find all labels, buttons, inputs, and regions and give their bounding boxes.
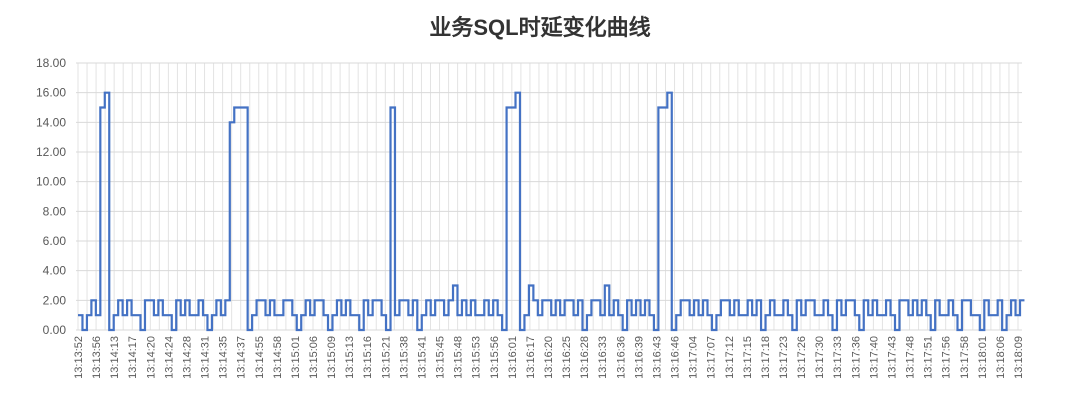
y-tick-label: 4.00 bbox=[43, 264, 67, 278]
x-tick-label: 13:16:46 bbox=[670, 336, 682, 379]
x-tick-label: 13:17:40 bbox=[868, 336, 880, 379]
y-tick-label: 8.00 bbox=[43, 204, 67, 218]
x-tick-label: 13:16:01 bbox=[507, 336, 519, 379]
x-tick-label: 13:17:58 bbox=[959, 336, 971, 379]
x-tick-label: 13:14:20 bbox=[145, 336, 157, 379]
x-tick-label: 13:18:06 bbox=[995, 336, 1007, 379]
x-tick-label: 13:17:12 bbox=[724, 336, 736, 379]
x-tick-label: 13:16:39 bbox=[633, 336, 645, 379]
x-tick-label: 13:15:13 bbox=[344, 336, 356, 379]
x-tick-label: 13:17:18 bbox=[760, 336, 772, 379]
x-tick-label: 13:15:06 bbox=[308, 336, 320, 379]
x-tick-label: 13:14:17 bbox=[127, 336, 139, 379]
x-tick-label: 13:17:36 bbox=[850, 336, 862, 379]
x-tick-label: 13:16:20 bbox=[543, 336, 555, 379]
x-tick-label: 13:18:09 bbox=[1013, 336, 1025, 379]
x-tick-label: 13:15:09 bbox=[326, 336, 338, 379]
x-tick-label: 13:17:33 bbox=[832, 336, 844, 379]
x-tick-label: 13:13:56 bbox=[91, 336, 103, 379]
x-tick-label: 13:17:07 bbox=[706, 336, 718, 379]
x-tick-label: 13:18:01 bbox=[977, 336, 989, 379]
x-tick-label: 13:14:58 bbox=[272, 336, 284, 379]
y-tick-label: 10.00 bbox=[36, 175, 66, 189]
x-tick-label: 13:15:16 bbox=[362, 336, 374, 379]
x-tick-label: 13:16:25 bbox=[561, 336, 573, 379]
x-tick-label: 13:14:31 bbox=[200, 336, 212, 379]
x-tick-label: 13:16:28 bbox=[579, 336, 591, 379]
x-tick-label: 13:15:38 bbox=[398, 336, 410, 379]
x-tick-label: 13:17:51 bbox=[923, 336, 935, 379]
x-tick-label: 13:16:43 bbox=[651, 336, 663, 379]
x-tick-label: 13:15:41 bbox=[416, 336, 428, 379]
x-tick-label: 13:15:45 bbox=[435, 336, 447, 379]
x-tick-label: 13:17:26 bbox=[796, 336, 808, 379]
x-tick-label: 13:17:04 bbox=[688, 336, 700, 379]
x-tick-label: 13:16:17 bbox=[525, 336, 537, 379]
x-tick-label: 13:17:23 bbox=[778, 336, 790, 379]
x-tick-label: 13:17:48 bbox=[905, 336, 917, 379]
series-line bbox=[78, 91, 1025, 332]
x-tick-label: 13:15:21 bbox=[380, 336, 392, 379]
x-tick-label: 13:17:15 bbox=[742, 336, 754, 379]
y-tick-label: 16.00 bbox=[36, 86, 66, 100]
y-tick-label: 14.00 bbox=[36, 115, 66, 129]
x-tick-label: 13:15:53 bbox=[471, 336, 483, 379]
x-tick-label: 13:14:24 bbox=[163, 336, 175, 379]
y-tick-label: 18.00 bbox=[36, 56, 66, 70]
x-tick-label: 13:14:35 bbox=[218, 336, 230, 379]
x-tick-label: 13:17:30 bbox=[814, 336, 826, 379]
x-tick-label: 13:14:13 bbox=[109, 336, 121, 379]
x-tick-label: 13:13:52 bbox=[73, 336, 85, 379]
x-tick-label: 13:15:01 bbox=[290, 336, 302, 379]
x-tick-label: 13:16:33 bbox=[597, 336, 609, 379]
y-tick-label: 2.00 bbox=[43, 293, 67, 307]
x-tick-label: 13:16:36 bbox=[615, 336, 627, 379]
x-tick-label: 13:17:43 bbox=[886, 336, 898, 379]
x-tick-label: 13:14:55 bbox=[254, 336, 266, 379]
x-tick-label: 13:14:28 bbox=[181, 336, 193, 379]
y-tick-label: 12.00 bbox=[36, 145, 66, 159]
y-tick-label: 6.00 bbox=[43, 234, 67, 248]
y-tick-label: 0.00 bbox=[43, 323, 67, 337]
x-tick-label: 13:15:48 bbox=[453, 336, 465, 379]
x-tick-label: 13:14:37 bbox=[236, 336, 248, 379]
x-tick-label: 13:17:56 bbox=[941, 336, 953, 379]
chart-title: 业务SQL时延变化曲线 bbox=[429, 15, 651, 40]
x-tick-label: 13:15:56 bbox=[489, 336, 501, 379]
